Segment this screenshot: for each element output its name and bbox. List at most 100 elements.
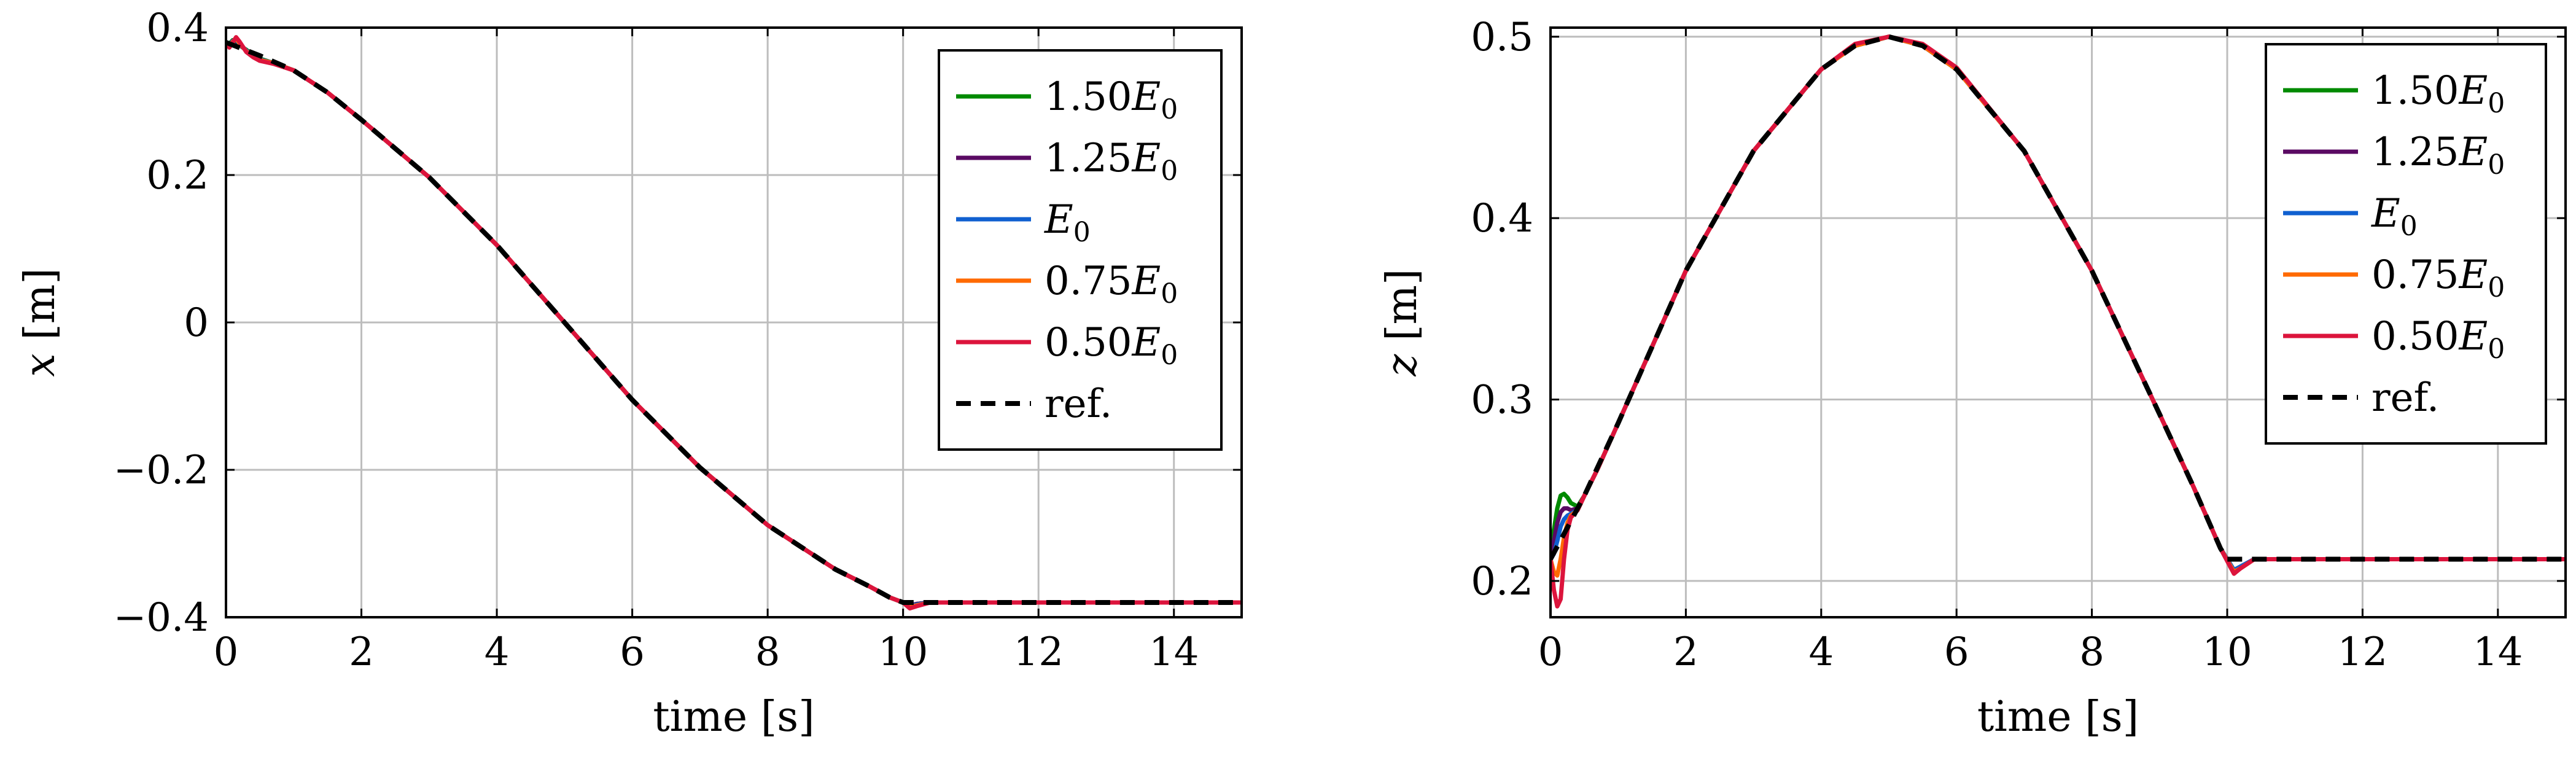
x-tick-label: 8 bbox=[755, 630, 780, 675]
legend-label: 1.25E0 bbox=[2372, 130, 2505, 181]
legend-label: E0 bbox=[1044, 197, 1091, 248]
legend-label-coef: 0.50 bbox=[1045, 320, 1132, 365]
legend-label-var: E bbox=[1132, 259, 1161, 304]
legend-label-coef: 0.75 bbox=[2372, 252, 2459, 298]
x-tick-label: 2 bbox=[349, 630, 374, 675]
x-tick-label: 8 bbox=[2079, 630, 2104, 675]
legend-label-var: E bbox=[2459, 68, 2488, 114]
legend-entry: 1.25E0 bbox=[2283, 130, 2505, 181]
x-tick-label: 4 bbox=[1808, 630, 1834, 675]
y-axis-label-unit: [m] bbox=[16, 268, 64, 353]
y-tick-label: 0.5 bbox=[1471, 15, 1533, 60]
legend-entry: 0.75E0 bbox=[956, 259, 1178, 310]
legend-entry: ref. bbox=[2283, 375, 2439, 421]
legend-entry: ref. bbox=[956, 381, 1112, 427]
x-tick-label: 14 bbox=[2473, 630, 2523, 675]
x-tick-label: 10 bbox=[2202, 630, 2252, 675]
legend-entry: E0 bbox=[2283, 191, 2418, 242]
legend-label-coef: 1.50 bbox=[2372, 68, 2459, 114]
x-axis-label: time [s] bbox=[1977, 693, 2139, 741]
series-group bbox=[1551, 34, 2566, 609]
legend-label-var: E bbox=[1132, 136, 1161, 181]
y-axis-label-var: x bbox=[16, 353, 64, 376]
legend-label-var: E bbox=[2371, 191, 2400, 236]
y-tick-label: 0.2 bbox=[146, 153, 209, 198]
x-tick-label: 6 bbox=[1944, 630, 1969, 675]
x-tick-label: 0 bbox=[1538, 630, 1563, 675]
legend-label-sub: 0 bbox=[2488, 149, 2505, 181]
legend-box bbox=[2265, 43, 2547, 445]
y-axis-label-unit: [m] bbox=[1378, 269, 1426, 354]
y-tick-label: 0.4 bbox=[146, 6, 209, 51]
legend-entry: 1.25E0 bbox=[956, 136, 1178, 187]
legend-label: 1.25E0 bbox=[1045, 136, 1178, 187]
legend-label-coef: 1.25 bbox=[2372, 130, 2459, 175]
y-tick-label: 0.2 bbox=[1471, 559, 1533, 604]
y-tick-label: −0.4 bbox=[114, 595, 209, 641]
legend-label: ref. bbox=[2372, 375, 2439, 421]
legend-label-sub: 0 bbox=[2400, 211, 2418, 242]
x-tick-label: 6 bbox=[620, 630, 645, 675]
legend-label-var: E bbox=[2459, 314, 2488, 359]
legend-box bbox=[938, 49, 1223, 451]
legend-label-coef: 1.25 bbox=[1045, 136, 1132, 181]
series-line-ref- bbox=[1551, 34, 2566, 562]
series-line-ref- bbox=[226, 40, 1242, 605]
legend-label-sub: 0 bbox=[1161, 94, 1178, 125]
legend-entry: 0.75E0 bbox=[2283, 252, 2505, 303]
legend-entry: 0.50E0 bbox=[956, 320, 1178, 371]
legend-label: ref. bbox=[1045, 381, 1112, 427]
legend-label: 0.50E0 bbox=[1045, 320, 1178, 371]
legend-label: 0.75E0 bbox=[2372, 252, 2505, 303]
legend-entry: 1.50E0 bbox=[956, 74, 1178, 125]
x-tick-label: 10 bbox=[878, 630, 928, 675]
legend-entry: 1.50E0 bbox=[2283, 68, 2505, 119]
legend-label-sub: 0 bbox=[1161, 155, 1178, 187]
legend-entry: 0.50E0 bbox=[2283, 314, 2505, 365]
y-tick-label: 0.3 bbox=[1471, 378, 1533, 423]
chart-z-position: 0 2 4 6 8 10 12 14 0.2 0.3 0.4 0.5 time [s] z [m] 1.50… bbox=[1378, 15, 2567, 741]
legend-label-sub: 0 bbox=[1073, 217, 1091, 248]
legend-label: 1.50E0 bbox=[2372, 68, 2505, 119]
x-tick-label: 12 bbox=[2338, 630, 2387, 675]
legend-label-sub: 0 bbox=[2488, 272, 2505, 303]
legend-label-coef: ref. bbox=[2372, 375, 2439, 421]
legend-label-sub: 0 bbox=[1161, 340, 1178, 371]
legend-label-sub: 0 bbox=[2488, 333, 2505, 365]
legend-label: 0.50E0 bbox=[2372, 314, 2505, 365]
legend-label-sub: 0 bbox=[2488, 88, 2505, 119]
x-tick-label: 0 bbox=[214, 630, 239, 675]
y-axis-label-var: z bbox=[1378, 353, 1426, 376]
tick-group: 0 2 4 6 8 10 12 14 −0.4 −0.2 0 0.2 0.4 bbox=[114, 6, 1242, 675]
legend-label-var: E bbox=[2459, 252, 2488, 298]
x-axis-label: time [s] bbox=[653, 693, 814, 741]
x-tick-label: 4 bbox=[484, 630, 510, 675]
legend-label: 1.50E0 bbox=[1045, 74, 1178, 125]
legend-label: 0.75E0 bbox=[1045, 259, 1178, 310]
legend-label-var: E bbox=[1044, 197, 1073, 243]
legend-label-var: E bbox=[2459, 130, 2488, 175]
x-tick-label: 2 bbox=[1673, 630, 1699, 675]
legend-label-coef: ref. bbox=[1045, 381, 1112, 427]
y-axis-label: z [m] bbox=[1378, 269, 1426, 377]
y-axis-label: x [m] bbox=[16, 268, 64, 377]
legend-label-coef: 0.75 bbox=[1045, 259, 1132, 304]
tick-group: 0 2 4 6 8 10 12 14 0.2 0.3 0.4 0.5 bbox=[1471, 15, 2566, 675]
y-tick-label: −0.2 bbox=[114, 448, 209, 493]
x-tick-label: 12 bbox=[1013, 630, 1063, 675]
legend-label-sub: 0 bbox=[1161, 278, 1178, 310]
legend-entry: E0 bbox=[956, 197, 1091, 248]
legend-label: E0 bbox=[2371, 191, 2418, 242]
y-tick-label: 0 bbox=[184, 300, 209, 346]
legend-label-coef: 1.50 bbox=[1045, 74, 1132, 120]
plot-frame bbox=[1549, 26, 2567, 618]
x-tick-label: 14 bbox=[1149, 630, 1199, 675]
legend-label-var: E bbox=[1132, 320, 1161, 365]
series-group bbox=[226, 35, 1242, 611]
chart-x-position: 0 2 4 6 8 10 12 14 −0.4 −0.2 0 0.2 0.4 time [s] x [m] 1… bbox=[16, 6, 1243, 741]
y-tick-label: 0.4 bbox=[1471, 196, 1533, 241]
legend-label-var: E bbox=[1132, 74, 1161, 120]
